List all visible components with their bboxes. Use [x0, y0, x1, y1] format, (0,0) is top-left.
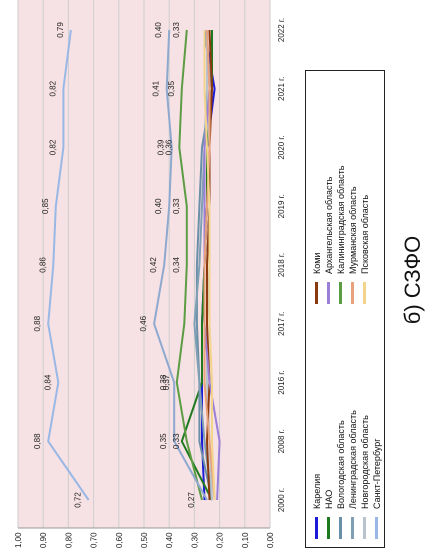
legend-label: Псковская область [360, 194, 370, 274]
legend-swatch [327, 282, 330, 304]
chart-caption: б) СЗФО [400, 235, 425, 325]
series-line [175, 29, 203, 501]
data-label: 0,86 [38, 257, 47, 273]
category-tick-label: 2019 г. [277, 194, 286, 218]
series-line [153, 29, 208, 501]
data-label: 0,82 [48, 139, 57, 155]
series-line [47, 29, 90, 501]
legend-swatch [339, 517, 342, 539]
data-label: 0,46 [139, 315, 148, 331]
category-tick-label: 2000 г. [277, 488, 286, 512]
data-label: 0,85 [41, 198, 50, 214]
category-tick-label: 2021 г. [277, 77, 286, 101]
series-lines [47, 29, 221, 501]
caption-container: б) СЗФО [395, 200, 430, 360]
legend: Карелия НАО Вологодская область Ленингра… [305, 70, 385, 548]
data-label: 0,34 [172, 257, 181, 273]
category-tick-label: 2020 г. [277, 135, 286, 159]
value-tick-label: 0,90 [39, 532, 48, 548]
legend-swatch [363, 282, 366, 304]
data-label: 0,33 [172, 22, 181, 38]
data-label: 0,33 [172, 433, 181, 449]
data-labels: 0,72 0,88 0,84 0,88 0,86 0,85 0,82 0,82 0,79 0,27… [33, 22, 196, 508]
data-label: 0,42 [149, 257, 158, 273]
data-label: 0,88 [33, 315, 42, 331]
legend-swatch [363, 517, 366, 539]
value-tick-label: 0,50 [140, 532, 149, 548]
category-axis-labels: 2000 г. 2008 г. 2016 г. 2017 г. 2018 г. 2019 … [277, 18, 286, 512]
value-tick-label: 0,20 [216, 532, 225, 548]
category-tick-label: 2017 г. [277, 312, 286, 336]
value-tick-label: 0,70 [90, 532, 99, 548]
value-axis-labels: 0,00 0,10 0,20 0,30 0,40 0,50 0,60 0,70 0,80 0,90… [14, 532, 275, 548]
category-tick-label: 2008 г. [277, 429, 286, 453]
data-label: 0,41 [152, 80, 161, 96]
data-label: 0,38 [159, 374, 168, 390]
data-label: 0,88 [33, 433, 42, 449]
legend-frame: Карелия НАО Вологодская область Ленингра… [305, 70, 385, 548]
legend-swatch [351, 282, 354, 304]
value-tick-label: 1,00 [14, 532, 23, 548]
data-label: 0,40 [154, 198, 163, 214]
legend-label: Санкт-Петербург [372, 438, 382, 509]
category-tick-label: 2016 г. [277, 370, 286, 394]
category-tick-label: 2022 г. [277, 18, 286, 42]
data-label: 0,84 [43, 374, 52, 390]
data-label: 0,37 [162, 374, 171, 390]
legend-swatch [315, 517, 318, 539]
data-label: 0,33 [172, 198, 181, 214]
series-line [203, 30, 216, 501]
data-label: 0,40 [154, 22, 163, 38]
data-label: 0,35 [159, 433, 168, 449]
value-tick-label: 0,60 [115, 532, 124, 548]
data-label: 0,82 [48, 80, 57, 96]
value-tick-label: 0,10 [241, 532, 250, 548]
value-tick-label: 0,00 [266, 532, 275, 548]
data-label: 0,39 [157, 139, 166, 155]
series-line [203, 29, 216, 501]
data-label: 0,72 [74, 492, 83, 508]
data-label: 0,36 [164, 139, 173, 155]
grid-lines [17, 0, 271, 529]
legend-swatch [351, 517, 354, 539]
data-label: 0,79 [56, 22, 65, 38]
legend-swatch [339, 282, 342, 304]
value-tick-label: 0,30 [190, 532, 199, 548]
legend-swatch [375, 517, 378, 539]
legend-item-pskov: Псковская область [358, 154, 372, 304]
legend-swatch [315, 282, 318, 304]
category-tick-label: 2018 г. [277, 253, 286, 277]
legend-swatch [327, 517, 330, 539]
legend-item-spb: Санкт-Петербург [370, 389, 384, 539]
value-tick-label: 0,80 [64, 532, 73, 548]
data-label: 0,35 [167, 80, 176, 96]
data-label: 0,27 [187, 492, 196, 508]
value-tick-label: 0,40 [165, 532, 174, 548]
